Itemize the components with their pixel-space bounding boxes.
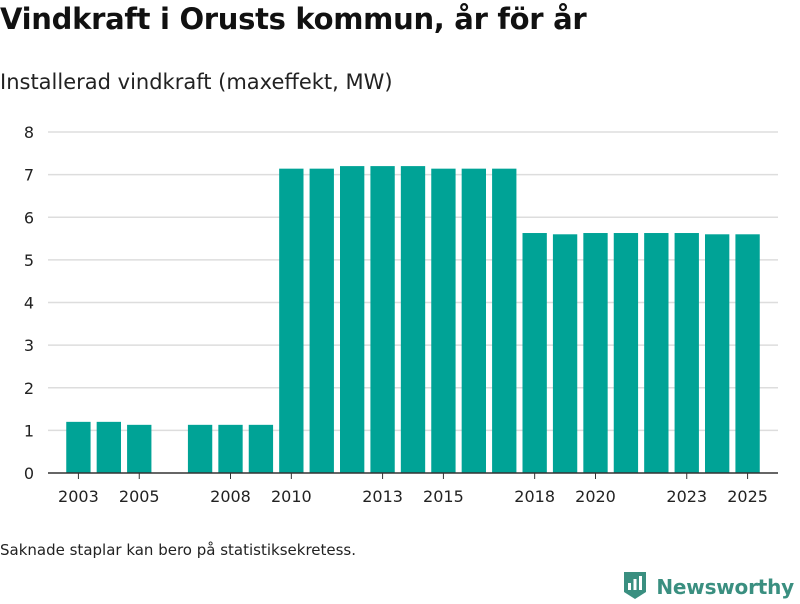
bar-2014[interactable] <box>400 166 426 473</box>
bar-2004[interactable] <box>96 421 121 473</box>
x-tick-label: 2003 <box>58 487 99 506</box>
y-tick-label: 4 <box>24 294 34 313</box>
y-tick-labels: 0 1 2 3 4 5 6 7 8 <box>24 123 34 483</box>
bar-2017[interactable] <box>492 168 517 473</box>
bar-2015[interactable] <box>431 168 456 473</box>
footnote: Saknade staplar kan bero på statistiksek… <box>0 541 357 559</box>
bar-2024[interactable] <box>705 234 730 473</box>
bar-2025[interactable] <box>735 234 760 473</box>
chart-subtitle: Installerad vindkraft (maxeffekt, MW) <box>0 70 393 94</box>
bar-2020[interactable] <box>583 233 608 473</box>
bar-2009[interactable] <box>248 424 274 473</box>
bar-2018[interactable] <box>522 233 547 473</box>
y-tick-label: 8 <box>24 123 34 142</box>
bar-2010[interactable] <box>279 168 304 473</box>
bar-2023[interactable] <box>674 233 699 473</box>
y-tick-label: 7 <box>24 166 34 185</box>
x-tick-label: 2023 <box>666 487 707 506</box>
brand-name: Newsworthy <box>656 575 794 599</box>
bar-2003[interactable] <box>66 421 91 473</box>
y-tick-label: 5 <box>24 251 34 270</box>
x-tick-label: 2020 <box>575 487 616 506</box>
brand-logo[interactable]: Newsworthy <box>622 570 794 604</box>
bar-2022[interactable] <box>644 233 669 473</box>
x-tick-label: 2005 <box>119 487 160 506</box>
x-tick-marks <box>77 473 749 479</box>
y-tick-label: 1 <box>24 421 34 440</box>
x-tick-label: 2025 <box>727 487 768 506</box>
bar-2013[interactable] <box>370 166 395 473</box>
y-tick-label: 0 <box>24 464 34 483</box>
x-tick-label: 2008 <box>210 487 251 506</box>
bar-2016[interactable] <box>461 168 486 473</box>
y-tick-label: 3 <box>24 336 34 355</box>
bar-2021[interactable] <box>613 233 639 473</box>
x-tick-labels: 2003 2005 2008 2010 2013 2015 2018 2020 2023 2025 <box>58 487 768 506</box>
y-tick-label: 6 <box>24 208 34 227</box>
x-tick-label: 2013 <box>362 487 403 506</box>
y-tick-label: 2 <box>24 379 34 398</box>
x-tick-label: 2018 <box>514 487 555 506</box>
bar-2011[interactable] <box>309 168 334 473</box>
chart-title: Vindkraft i Orusts kommun, år för år <box>0 2 587 36</box>
bar-2019[interactable] <box>552 234 578 473</box>
newsworthy-logo-icon <box>622 570 648 604</box>
bar-2012[interactable] <box>340 166 365 473</box>
bar-2008[interactable] <box>218 424 243 473</box>
x-tick-label: 2015 <box>423 487 464 506</box>
bar-2005[interactable] <box>127 424 152 473</box>
bars <box>66 166 760 473</box>
bar-2007[interactable] <box>187 424 213 473</box>
x-tick-label: 2010 <box>271 487 312 506</box>
